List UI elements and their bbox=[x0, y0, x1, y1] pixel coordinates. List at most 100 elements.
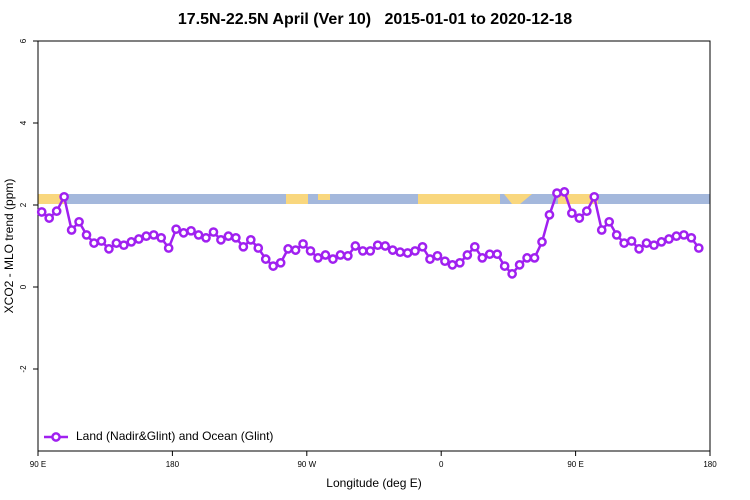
data-point bbox=[74, 216, 84, 227]
data-point bbox=[492, 249, 503, 260]
data-point bbox=[186, 225, 196, 236]
data-point bbox=[410, 246, 420, 256]
data-point bbox=[365, 246, 376, 256]
data-point bbox=[522, 253, 532, 263]
data-point bbox=[313, 253, 323, 263]
data-point bbox=[253, 243, 264, 253]
legend: Land (Nadir&Glint) and Ocean (Glint) bbox=[44, 429, 273, 443]
data-point bbox=[693, 243, 704, 253]
y-tick-label: 2 bbox=[19, 202, 28, 207]
data-point bbox=[231, 232, 241, 243]
ocean-strip bbox=[38, 194, 710, 204]
data-point bbox=[357, 246, 368, 256]
x-tick-label: 90 W bbox=[297, 460, 316, 469]
y-tick-label: 4 bbox=[19, 120, 28, 125]
land-patch bbox=[504, 194, 532, 204]
data-point bbox=[477, 253, 488, 263]
data-point bbox=[634, 244, 644, 254]
data-point bbox=[664, 234, 674, 244]
data-point bbox=[156, 232, 167, 243]
data-point bbox=[499, 261, 510, 271]
data-point bbox=[178, 228, 189, 238]
data-point bbox=[350, 241, 361, 251]
data-point bbox=[462, 250, 473, 260]
data-point bbox=[89, 238, 99, 248]
y-axis-label: XCO2 - MLO trend (ppm) bbox=[2, 179, 16, 314]
data-point bbox=[395, 247, 405, 257]
data-point bbox=[133, 234, 144, 244]
legend-marker bbox=[51, 432, 61, 442]
data-point bbox=[59, 191, 69, 202]
data-point bbox=[44, 213, 55, 223]
data-point bbox=[425, 254, 435, 264]
data-point bbox=[343, 250, 353, 261]
data-point bbox=[328, 254, 338, 264]
chart-title: 17.5N-22.5N April (Ver 10) 2015-01-01 to… bbox=[178, 11, 572, 28]
data-point bbox=[432, 250, 443, 261]
data-point bbox=[514, 260, 525, 270]
x-tick-label: 180 bbox=[166, 460, 180, 469]
data-point bbox=[671, 231, 682, 242]
data-point bbox=[260, 254, 271, 264]
data-point bbox=[104, 244, 114, 254]
data-point bbox=[36, 207, 47, 217]
data-point bbox=[387, 245, 398, 255]
data-point bbox=[649, 240, 659, 251]
x-axis-label: Longitude (deg E) bbox=[326, 476, 421, 490]
data-point bbox=[581, 206, 592, 216]
data-point bbox=[320, 250, 331, 260]
land-patch bbox=[418, 194, 500, 204]
data-point bbox=[537, 237, 547, 247]
data-point bbox=[290, 245, 301, 255]
y-tick-label: 6 bbox=[19, 38, 28, 43]
data-point bbox=[552, 188, 562, 198]
land-patch bbox=[38, 194, 66, 204]
data-point bbox=[111, 238, 122, 248]
land-patch bbox=[558, 194, 598, 204]
data-point bbox=[402, 248, 413, 258]
data-point bbox=[567, 208, 577, 219]
x-tick-label: 0 bbox=[439, 460, 444, 469]
data-point bbox=[440, 256, 450, 267]
surface-strip bbox=[38, 194, 710, 204]
data-point bbox=[163, 243, 174, 253]
data-point bbox=[679, 230, 689, 240]
data-point bbox=[148, 230, 159, 240]
data-point bbox=[469, 241, 480, 252]
land-patch bbox=[318, 194, 330, 200]
data-point bbox=[335, 250, 346, 260]
data-point bbox=[216, 235, 226, 245]
data-point bbox=[559, 187, 570, 197]
data-point bbox=[380, 241, 391, 251]
x-tick-label: 90 E bbox=[567, 460, 583, 469]
data-point bbox=[66, 225, 77, 235]
data-point bbox=[305, 246, 316, 256]
data-point bbox=[238, 241, 249, 252]
data-point bbox=[529, 253, 540, 263]
data-point bbox=[193, 230, 204, 240]
data-point bbox=[171, 224, 181, 235]
data-point bbox=[268, 261, 279, 271]
x-tick-label: 90 E bbox=[30, 460, 46, 469]
data-point bbox=[596, 225, 607, 235]
data-point bbox=[619, 238, 629, 248]
x-tick-label: 180 bbox=[703, 460, 717, 469]
data-point bbox=[275, 257, 286, 268]
data-point bbox=[119, 240, 129, 251]
data-point bbox=[96, 236, 107, 246]
data-point bbox=[484, 249, 495, 260]
data-point bbox=[201, 232, 211, 243]
data-point bbox=[455, 257, 465, 268]
data-point bbox=[298, 239, 308, 249]
data-point bbox=[51, 206, 62, 216]
data-point bbox=[544, 209, 555, 220]
data-point bbox=[574, 213, 585, 223]
legend-label: Land (Nadir&Glint) and Ocean (Glint) bbox=[76, 429, 273, 443]
data-point bbox=[417, 241, 428, 252]
data-point bbox=[604, 216, 615, 227]
plot-frame bbox=[37, 40, 711, 452]
data-point bbox=[656, 237, 667, 247]
data-point bbox=[589, 191, 600, 202]
data-point bbox=[245, 235, 256, 245]
